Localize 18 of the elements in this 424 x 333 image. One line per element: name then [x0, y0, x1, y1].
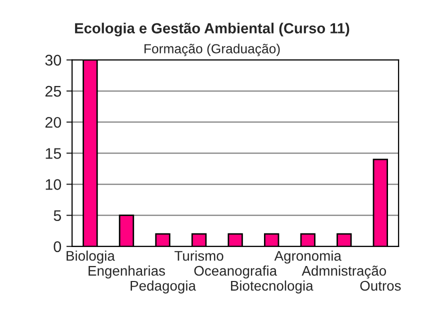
- chart-subtitle: Formação (Graduação): [144, 44, 280, 56]
- x-tick-label: Biotecnologia: [231, 280, 314, 294]
- x-tick-label: Turismo: [174, 250, 224, 261]
- y-tick-label: 10: [46, 179, 62, 190]
- y-tick-label: 30: [45, 54, 62, 66]
- chart-title: Ecologia e Gestão Ambiental (Curso 11): [75, 22, 350, 36]
- y-tick-label: 20: [45, 116, 62, 128]
- x-tick-label: Admnistração: [302, 266, 386, 279]
- x-tick-label: Agronomia: [274, 250, 342, 264]
- x-tick-label: Pedagogia: [130, 280, 196, 294]
- y-tick-label: 0: [54, 241, 62, 252]
- x-tick-label: Oceanografia: [194, 266, 278, 278]
- y-tick-label: 5: [54, 210, 62, 222]
- y-tick-label: 25: [45, 86, 62, 97]
- x-tick-label: Engenharias: [88, 266, 165, 278]
- x-tick-label: Biologia: [66, 250, 115, 264]
- y-tick-label: 15: [46, 148, 62, 159]
- x-tick-label: Outros: [360, 280, 401, 291]
